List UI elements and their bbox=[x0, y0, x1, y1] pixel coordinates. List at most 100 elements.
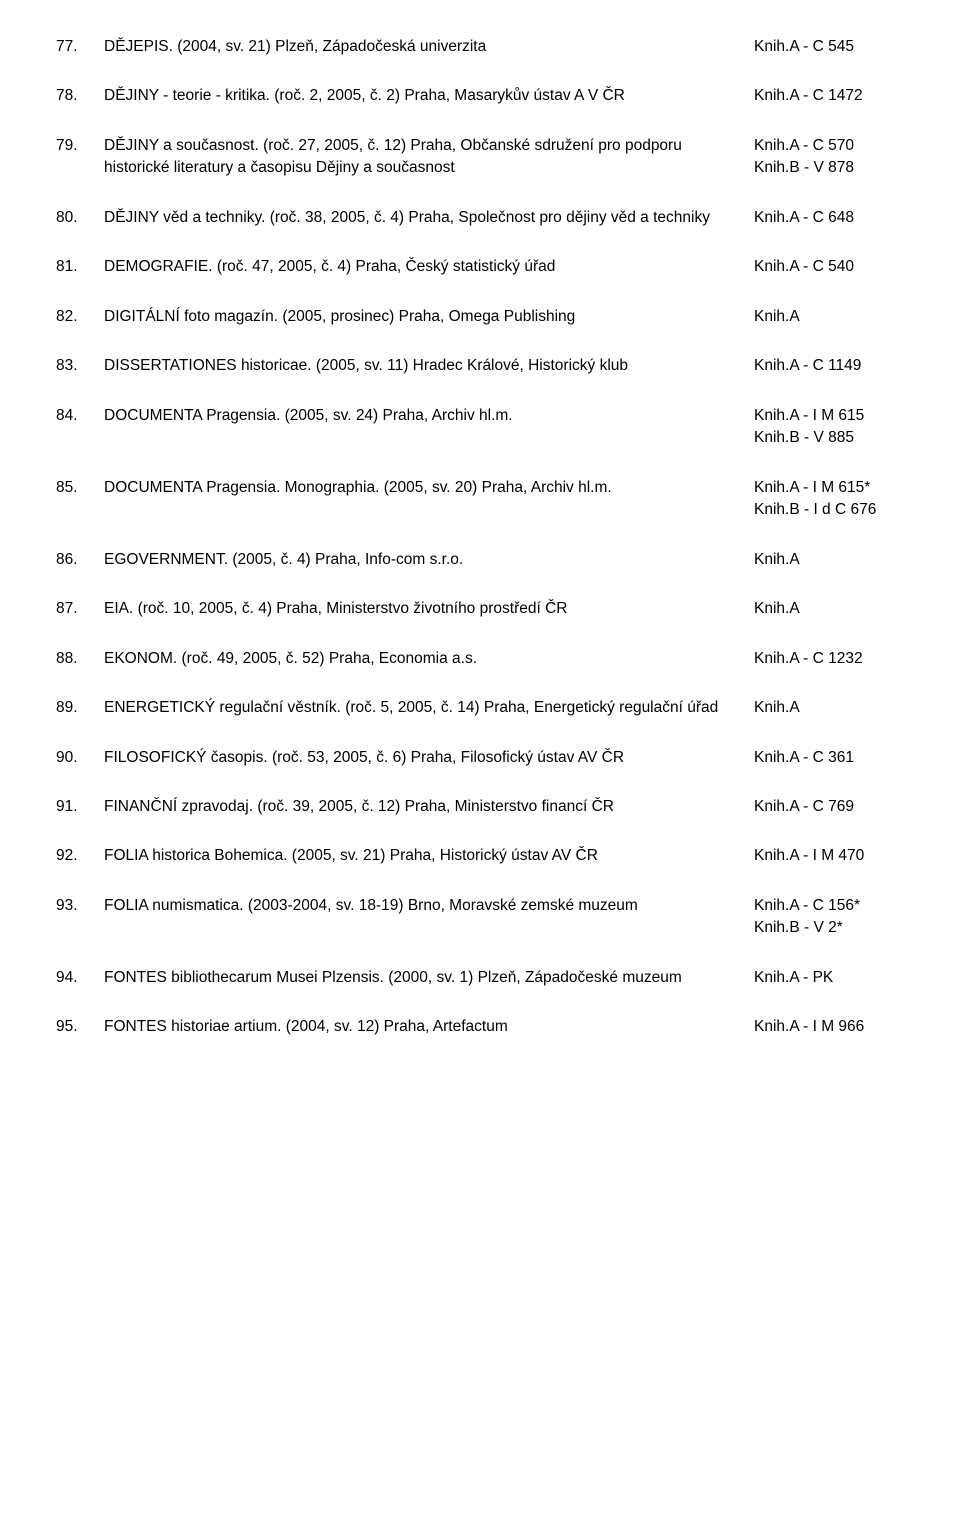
entry-number: 95. bbox=[56, 1016, 104, 1038]
bibliography-entry: 81.DEMOGRAFIE. (roč. 47, 2005, č. 4) Pra… bbox=[56, 256, 904, 278]
entry-location: Knih.A - C 545 bbox=[754, 36, 904, 58]
location-line: Knih.A bbox=[754, 697, 904, 719]
entry-location: Knih.A - C 570Knih.B - V 878 bbox=[754, 135, 904, 180]
location-line: Knih.B - V 878 bbox=[754, 157, 904, 179]
location-line: Knih.A bbox=[754, 598, 904, 620]
entry-description: DĚJEPIS. (2004, sv. 21) Plzeň, Západočes… bbox=[104, 36, 754, 58]
location-line: Knih.A bbox=[754, 306, 904, 328]
bibliography-list: 77.DĚJEPIS. (2004, sv. 21) Plzeň, Západo… bbox=[56, 36, 904, 1039]
location-line: Knih.A - C 769 bbox=[754, 796, 904, 818]
entry-description: FINANČNÍ zpravodaj. (roč. 39, 2005, č. 1… bbox=[104, 796, 754, 818]
entry-location: Knih.A bbox=[754, 549, 904, 571]
entry-description: EKONOM. (roč. 49, 2005, č. 52) Praha, Ec… bbox=[104, 648, 754, 670]
location-line: Knih.A - C 1149 bbox=[754, 355, 904, 377]
entry-description: DOCUMENTA Pragensia. Monographia. (2005,… bbox=[104, 477, 754, 522]
entry-description: DĚJINY a současnost. (roč. 27, 2005, č. … bbox=[104, 135, 754, 180]
entry-description: DĚJINY - teorie - kritika. (roč. 2, 2005… bbox=[104, 85, 754, 107]
location-line: Knih.A - I M 615* bbox=[754, 477, 904, 499]
location-line: Knih.A - C 570 bbox=[754, 135, 904, 157]
bibliography-entry: 84.DOCUMENTA Pragensia. (2005, sv. 24) P… bbox=[56, 405, 904, 450]
bibliography-entry: 91.FINANČNÍ zpravodaj. (roč. 39, 2005, č… bbox=[56, 796, 904, 818]
bibliography-entry: 94.FONTES bibliothecarum Musei Plzensis.… bbox=[56, 967, 904, 989]
entry-description: DISSERTATIONES historicae. (2005, sv. 11… bbox=[104, 355, 754, 377]
entry-location: Knih.A - I M 966 bbox=[754, 1016, 904, 1038]
entry-number: 91. bbox=[56, 796, 104, 818]
entry-description: FILOSOFICKÝ časopis. (roč. 53, 2005, č. … bbox=[104, 747, 754, 769]
bibliography-entry: 87.EIA. (roč. 10, 2005, č. 4) Praha, Min… bbox=[56, 598, 904, 620]
entry-location: Knih.A bbox=[754, 306, 904, 328]
entry-number: 86. bbox=[56, 549, 104, 571]
location-line: Knih.A - C 156* bbox=[754, 895, 904, 917]
entry-location: Knih.A - I M 615*Knih.B - I d C 676 bbox=[754, 477, 904, 522]
location-line: Knih.B - V 2* bbox=[754, 917, 904, 939]
entry-number: 92. bbox=[56, 845, 104, 867]
entry-description: FOLIA numismatica. (2003-2004, sv. 18-19… bbox=[104, 895, 754, 940]
entry-number: 84. bbox=[56, 405, 104, 450]
location-line: Knih.A - I M 966 bbox=[754, 1016, 904, 1038]
location-line: Knih.A - C 1232 bbox=[754, 648, 904, 670]
entry-location: Knih.A - C 769 bbox=[754, 796, 904, 818]
bibliography-entry: 83.DISSERTATIONES historicae. (2005, sv.… bbox=[56, 355, 904, 377]
location-line: Knih.A - C 540 bbox=[754, 256, 904, 278]
location-line: Knih.A - C 648 bbox=[754, 207, 904, 229]
bibliography-entry: 86.EGOVERNMENT. (2005, č. 4) Praha, Info… bbox=[56, 549, 904, 571]
entry-number: 88. bbox=[56, 648, 104, 670]
entry-number: 85. bbox=[56, 477, 104, 522]
entry-location: Knih.A - PK bbox=[754, 967, 904, 989]
entry-description: DEMOGRAFIE. (roč. 47, 2005, č. 4) Praha,… bbox=[104, 256, 754, 278]
location-line: Knih.A - I M 615 bbox=[754, 405, 904, 427]
entry-location: Knih.A - C 156*Knih.B - V 2* bbox=[754, 895, 904, 940]
entry-number: 82. bbox=[56, 306, 104, 328]
location-line: Knih.B - I d C 676 bbox=[754, 499, 904, 521]
bibliography-entry: 77.DĚJEPIS. (2004, sv. 21) Plzeň, Západo… bbox=[56, 36, 904, 58]
entry-location: Knih.A - C 648 bbox=[754, 207, 904, 229]
entry-location: Knih.A - C 540 bbox=[754, 256, 904, 278]
entry-location: Knih.A bbox=[754, 598, 904, 620]
bibliography-entry: 90.FILOSOFICKÝ časopis. (roč. 53, 2005, … bbox=[56, 747, 904, 769]
location-line: Knih.A - PK bbox=[754, 967, 904, 989]
location-line: Knih.B - V 885 bbox=[754, 427, 904, 449]
bibliography-entry: 78.DĚJINY - teorie - kritika. (roč. 2, 2… bbox=[56, 85, 904, 107]
entry-location: Knih.A - I M 615Knih.B - V 885 bbox=[754, 405, 904, 450]
entry-number: 80. bbox=[56, 207, 104, 229]
entry-description: DOCUMENTA Pragensia. (2005, sv. 24) Prah… bbox=[104, 405, 754, 450]
entry-number: 81. bbox=[56, 256, 104, 278]
entry-number: 83. bbox=[56, 355, 104, 377]
entry-location: Knih.A - C 1232 bbox=[754, 648, 904, 670]
entry-description: DĚJINY věd a techniky. (roč. 38, 2005, č… bbox=[104, 207, 754, 229]
entry-number: 90. bbox=[56, 747, 104, 769]
entry-number: 89. bbox=[56, 697, 104, 719]
location-line: Knih.A bbox=[754, 549, 904, 571]
entry-description: ENERGETICKÝ regulační věstník. (roč. 5, … bbox=[104, 697, 754, 719]
entry-description: FOLIA historica Bohemica. (2005, sv. 21)… bbox=[104, 845, 754, 867]
bibliography-entry: 95.FONTES historiae artium. (2004, sv. 1… bbox=[56, 1016, 904, 1038]
bibliography-entry: 85.DOCUMENTA Pragensia. Monographia. (20… bbox=[56, 477, 904, 522]
entry-description: DIGITÁLNÍ foto magazín. (2005, prosinec)… bbox=[104, 306, 754, 328]
entry-number: 79. bbox=[56, 135, 104, 180]
entry-description: EGOVERNMENT. (2005, č. 4) Praha, Info-co… bbox=[104, 549, 754, 571]
entry-location: Knih.A bbox=[754, 697, 904, 719]
bibliography-entry: 88.EKONOM. (roč. 49, 2005, č. 52) Praha,… bbox=[56, 648, 904, 670]
location-line: Knih.A - C 1472 bbox=[754, 85, 904, 107]
location-line: Knih.A - I M 470 bbox=[754, 845, 904, 867]
entry-location: Knih.A - C 1472 bbox=[754, 85, 904, 107]
location-line: Knih.A - C 545 bbox=[754, 36, 904, 58]
bibliography-entry: 80.DĚJINY věd a techniky. (roč. 38, 2005… bbox=[56, 207, 904, 229]
entry-location: Knih.A - C 1149 bbox=[754, 355, 904, 377]
entry-location: Knih.A - C 361 bbox=[754, 747, 904, 769]
entry-number: 93. bbox=[56, 895, 104, 940]
bibliography-entry: 89.ENERGETICKÝ regulační věstník. (roč. … bbox=[56, 697, 904, 719]
bibliography-entry: 79.DĚJINY a současnost. (roč. 27, 2005, … bbox=[56, 135, 904, 180]
entry-number: 78. bbox=[56, 85, 104, 107]
bibliography-entry: 93.FOLIA numismatica. (2003-2004, sv. 18… bbox=[56, 895, 904, 940]
entry-description: EIA. (roč. 10, 2005, č. 4) Praha, Minist… bbox=[104, 598, 754, 620]
bibliography-entry: 92.FOLIA historica Bohemica. (2005, sv. … bbox=[56, 845, 904, 867]
bibliography-entry: 82.DIGITÁLNÍ foto magazín. (2005, prosin… bbox=[56, 306, 904, 328]
entry-number: 87. bbox=[56, 598, 104, 620]
entry-location: Knih.A - I M 470 bbox=[754, 845, 904, 867]
entry-description: FONTES historiae artium. (2004, sv. 12) … bbox=[104, 1016, 754, 1038]
entry-number: 77. bbox=[56, 36, 104, 58]
location-line: Knih.A - C 361 bbox=[754, 747, 904, 769]
entry-description: FONTES bibliothecarum Musei Plzensis. (2… bbox=[104, 967, 754, 989]
entry-number: 94. bbox=[56, 967, 104, 989]
